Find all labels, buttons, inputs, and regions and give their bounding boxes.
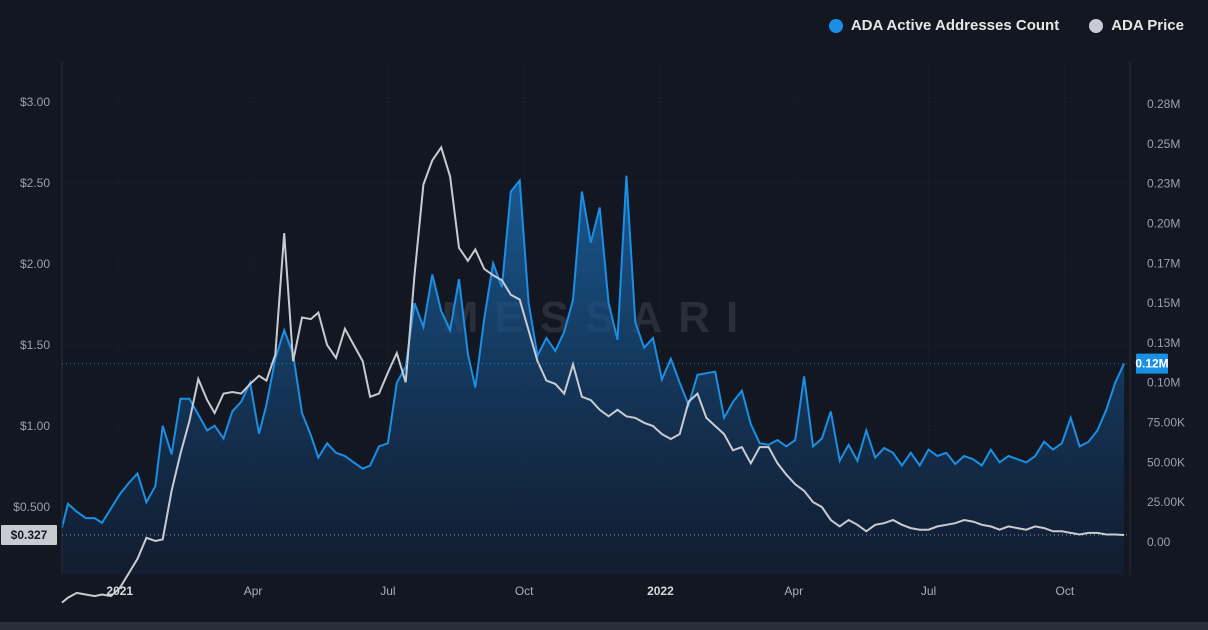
active-addresses-line[interactable] [61, 175, 1126, 528]
left-tick-label: $0.500 [13, 500, 50, 514]
active-addresses-legend-label: ADA Active Addresses Count [850, 17, 1060, 34]
left-tick-label: $2.00 [20, 257, 50, 271]
price-legend-label: ADA Price [1111, 17, 1184, 34]
right-tick-label: 0.15M [1147, 296, 1180, 310]
left-tick-label: $1.00 [20, 419, 50, 433]
right-tick-label: 0.17M [1147, 256, 1180, 270]
active-last-value-text: 0.12M [1135, 357, 1168, 371]
x-tick-label: Oct [1055, 584, 1074, 598]
x-tick-label: Apr [244, 584, 263, 598]
left-axis-ticks: $0.500 $1.00 $1.50 $2.00 $2.50 $3.00 [13, 95, 50, 514]
x-tick-label: 2022 [647, 584, 674, 598]
right-tick-label: 75.00K [1147, 416, 1185, 430]
right-tick-label: 0.25M [1147, 137, 1180, 151]
right-tick-label: 50.00K [1147, 455, 1185, 469]
price-legend-dot-icon [1089, 18, 1104, 33]
active-last-value-badge [1136, 353, 1168, 374]
x-tick-label: Apr [784, 584, 803, 598]
right-axis-ticks: 0.00 25.00K 50.00K 75.00K 0.10M 0.13M 0.15M 0.1… [1147, 97, 1185, 549]
price-last-value-text: $0.327 [11, 528, 48, 542]
x-tick-label: 2021 [106, 584, 133, 598]
left-tick-label: $2.50 [20, 176, 50, 190]
price-last-value-badge [1, 525, 57, 546]
active-addresses-legend-dot-icon [828, 18, 843, 33]
left-tick-label: $3.00 [20, 95, 50, 109]
right-tick-label: 0.13M [1147, 336, 1180, 350]
active-addresses-area [62, 175, 1125, 575]
right-tick-label: 0.10M [1147, 376, 1180, 390]
legend-item-price[interactable]: ADA Price [1089, 17, 1184, 34]
x-tick-label: Jul [380, 584, 395, 598]
last-value-markers: 0.12M $0.327 [1, 353, 1169, 546]
right-tick-label: 0.00 [1147, 535, 1171, 549]
bottom-scrollbar[interactable] [0, 622, 1208, 630]
price-line[interactable] [61, 145, 1125, 604]
left-tick-label: $1.50 [20, 338, 50, 352]
right-tick-label: 25.00K [1147, 495, 1185, 509]
right-tick-label: 0.20M [1147, 216, 1180, 230]
x-axis-ticks: 2021 Apr Jul Oct 2022 Apr Jul Oct [106, 584, 1074, 598]
legend-item-active-addresses[interactable]: ADA Active Addresses Count [828, 17, 1060, 34]
right-tick-label: 0.28M [1147, 97, 1180, 111]
x-tick-label: Oct [515, 584, 534, 598]
legend: ADA Active Addresses Count ADA Price [828, 17, 1184, 34]
right-tick-label: 0.23M [1147, 177, 1180, 191]
x-tick-label: Jul [921, 584, 936, 598]
